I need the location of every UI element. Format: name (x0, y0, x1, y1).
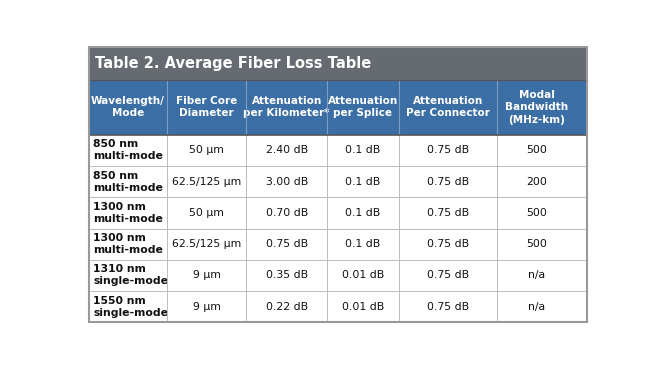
Text: 0.1 dB: 0.1 dB (345, 239, 380, 249)
Text: 1310 nm
single-mode: 1310 nm single-mode (93, 265, 168, 287)
Bar (88, 80, 587, 135)
Text: 1300 nm
multi-mode: 1300 nm multi-mode (93, 233, 163, 255)
Text: 50 μm: 50 μm (189, 208, 224, 218)
Bar (88, 291, 587, 322)
Text: 0.1 dB: 0.1 dB (345, 208, 380, 218)
Bar (88, 166, 587, 197)
Bar (88, 47, 587, 80)
Bar (88, 228, 587, 260)
Text: 2.40 dB: 2.40 dB (266, 145, 308, 156)
Text: 0.1 dB: 0.1 dB (345, 177, 380, 187)
Text: 0.01 dB: 0.01 dB (342, 302, 384, 312)
Text: 62.5/125 μm: 62.5/125 μm (172, 239, 241, 249)
Text: 0.01 dB: 0.01 dB (342, 270, 384, 280)
Text: Modal
Bandwidth
(MHz-km): Modal Bandwidth (MHz-km) (505, 90, 568, 125)
Text: 0.75 dB: 0.75 dB (427, 177, 469, 187)
Bar (88, 135, 587, 166)
Text: 9 μm: 9 μm (192, 270, 221, 280)
Bar (88, 260, 587, 291)
Text: 500: 500 (526, 208, 547, 218)
Text: 0.75 dB: 0.75 dB (266, 239, 308, 249)
Text: Attenuation
Per Connector: Attenuation Per Connector (406, 96, 490, 119)
Text: Fiber Core
Diameter: Fiber Core Diameter (176, 96, 237, 119)
Text: 0.70 dB: 0.70 dB (266, 208, 308, 218)
Text: 500: 500 (526, 145, 547, 156)
Text: 1550 nm
single-mode: 1550 nm single-mode (93, 296, 168, 318)
Text: 62.5/125 μm: 62.5/125 μm (172, 177, 241, 187)
Text: 0.35 dB: 0.35 dB (266, 270, 308, 280)
Text: 0.75 dB: 0.75 dB (427, 208, 469, 218)
Text: 0.75 dB: 0.75 dB (427, 145, 469, 156)
Text: 3.00 dB: 3.00 dB (266, 177, 308, 187)
Text: 9 μm: 9 μm (192, 302, 221, 312)
Text: Attenuation
per Kilometer*: Attenuation per Kilometer* (243, 96, 330, 119)
Text: 1300 nm
multi-mode: 1300 nm multi-mode (93, 202, 163, 224)
Text: 0.75 dB: 0.75 dB (427, 239, 469, 249)
Text: Wavelength/
Mode: Wavelength/ Mode (91, 96, 165, 119)
Text: 500: 500 (526, 239, 547, 249)
Text: 0.75 dB: 0.75 dB (427, 302, 469, 312)
Text: 0.75 dB: 0.75 dB (427, 270, 469, 280)
Text: 50 μm: 50 μm (189, 145, 224, 156)
Text: 200: 200 (526, 177, 547, 187)
Text: 850 nm
multi-mode: 850 nm multi-mode (93, 139, 163, 161)
Text: Table 2. Average Fiber Loss Table: Table 2. Average Fiber Loss Table (95, 56, 372, 71)
Text: 0.22 dB: 0.22 dB (266, 302, 308, 312)
Bar (88, 197, 587, 228)
Text: n/a: n/a (528, 270, 545, 280)
Text: n/a: n/a (528, 302, 545, 312)
Text: 850 nm
multi-mode: 850 nm multi-mode (93, 171, 163, 193)
Text: 0.1 dB: 0.1 dB (345, 145, 380, 156)
Text: Attenuation
per Splice: Attenuation per Splice (328, 96, 398, 119)
